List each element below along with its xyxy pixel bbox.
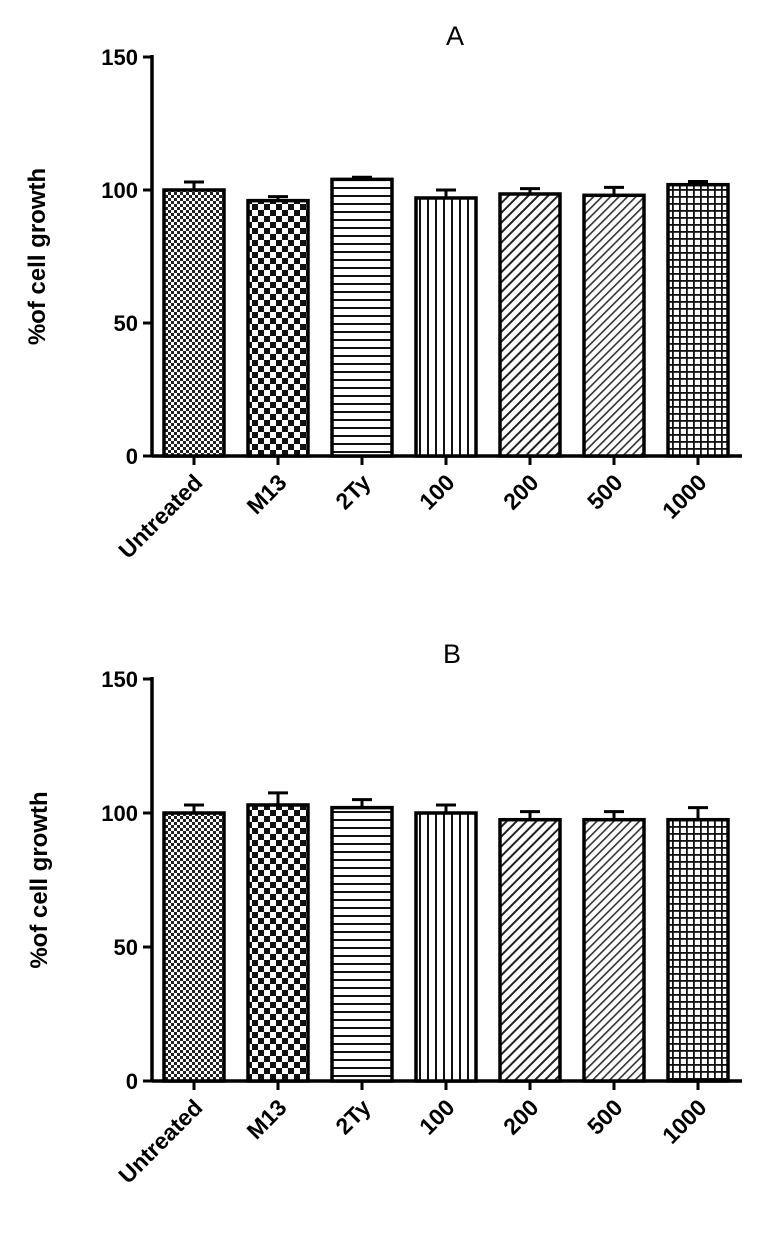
y-tick-label: 50 <box>114 311 138 336</box>
x-tick-label: 1000 <box>657 1094 712 1149</box>
y-tick-label: 150 <box>101 667 138 692</box>
x-tick-label: 2Ty <box>330 469 375 514</box>
x-tick-label: Untreated <box>113 1094 207 1188</box>
x-tick-label: 200 <box>498 469 544 515</box>
panel-title: A <box>446 21 464 51</box>
bar-500 <box>582 193 646 458</box>
x-tick-label: 100 <box>414 1094 460 1140</box>
y-axis-title: %of cell growth <box>26 791 53 968</box>
x-tick-label: M13 <box>242 469 292 519</box>
bar-untreated <box>162 811 226 1083</box>
bar-m13 <box>246 198 310 458</box>
chart-panel-b: B %of cell growth 0 50 100 150 Untreated M13 2Ty… <box>26 639 742 1188</box>
x-tick-label: 2Ty <box>330 1094 375 1139</box>
x-tick-label: 500 <box>582 1094 628 1140</box>
x-tick-label: 1000 <box>657 469 712 524</box>
bar-m13 <box>246 803 310 1083</box>
bar-1000 <box>666 182 730 458</box>
y-tick-label: 100 <box>101 801 138 826</box>
y-tick-label: 150 <box>101 45 138 70</box>
y-axis-title: %of cell growth <box>24 168 51 345</box>
chart-panel-a: A %of cell growth 0 50 100 150 Untreated M13 2Ty… <box>24 21 742 563</box>
bar-100 <box>414 196 478 458</box>
x-tick-label: 500 <box>582 469 628 515</box>
x-tick-label: Untreated <box>113 469 207 563</box>
bar-200 <box>498 192 562 458</box>
bar-1000 <box>666 817 730 1083</box>
bar-200 <box>498 817 562 1083</box>
y-tick-label: 100 <box>101 178 138 203</box>
x-tick-label: 100 <box>414 469 460 515</box>
y-tick-label: 0 <box>126 1069 138 1094</box>
bar-100 <box>414 811 478 1083</box>
bar-untreated <box>162 188 226 458</box>
y-tick-label: 0 <box>126 444 138 469</box>
y-tick-label: 50 <box>114 935 138 960</box>
x-tick-label: M13 <box>242 1094 292 1144</box>
bar-500 <box>582 817 646 1083</box>
bar-2ty <box>330 805 394 1083</box>
x-tick-label: 200 <box>498 1094 544 1140</box>
bar-2ty <box>330 177 394 458</box>
panel-title: B <box>443 639 461 669</box>
